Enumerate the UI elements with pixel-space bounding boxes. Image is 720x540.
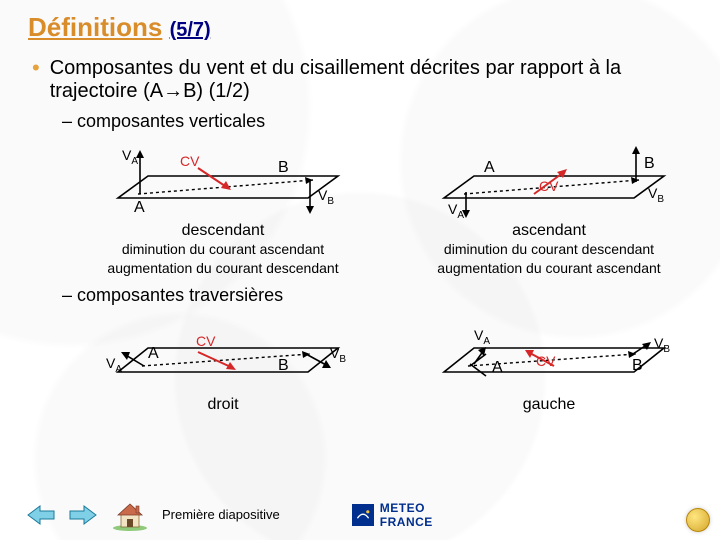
svg-text:CV: CV xyxy=(180,153,200,169)
prev-arrow-icon[interactable] xyxy=(26,504,56,526)
section-vertical-heading: composantes verticales xyxy=(62,111,692,132)
title-main: Définitions xyxy=(28,12,162,42)
subtitle-ascendant: ascendant xyxy=(404,222,694,240)
svg-text:CV: CV xyxy=(196,333,216,349)
svg-text:VB: VB xyxy=(330,345,346,365)
svg-text:B: B xyxy=(644,155,655,172)
meteo-square-icon xyxy=(352,504,374,526)
footer-home-text[interactable]: Première diapositive xyxy=(162,508,280,522)
slide-title: Définitions (5/7) xyxy=(28,12,692,43)
section-transverse-heading: composantes traversières xyxy=(62,285,692,306)
bullet-icon: • xyxy=(32,57,40,103)
svg-text:VA: VA xyxy=(448,201,464,220)
svg-text:VB: VB xyxy=(648,185,664,205)
svg-text:CV: CV xyxy=(539,178,559,194)
diagram-transverse-droit: VA A CV B VB droit xyxy=(78,310,368,414)
svg-text:A: A xyxy=(492,359,503,376)
svg-text:B: B xyxy=(278,357,289,374)
svg-text:A: A xyxy=(484,159,495,176)
corner-badge-icon xyxy=(686,508,710,532)
svg-text:VB: VB xyxy=(654,335,670,355)
svg-text:VA: VA xyxy=(474,327,490,347)
next-arrow-icon[interactable] xyxy=(68,504,98,526)
footer: Première diapositive METEOFRANCE xyxy=(0,498,720,532)
diagram-transverse-gauche: VA A CV B VB gauche xyxy=(404,310,694,414)
subtitle-gauche: gauche xyxy=(404,396,694,414)
svg-text:B: B xyxy=(278,159,289,176)
svg-text:VA: VA xyxy=(106,355,122,375)
subtitle-descendant: descendant xyxy=(78,222,368,240)
diagram-vertical-descendant: VA A CV B VB descendant diminution du co… xyxy=(78,136,368,277)
desc-descendant-2: augmentation du courant descendant xyxy=(78,260,368,278)
svg-text:VB: VB xyxy=(318,187,334,207)
title-page: (5/7) xyxy=(170,19,211,41)
level1-text: Composantes du vent et du cisaillement d… xyxy=(50,57,692,103)
meteo-france-logo: METEOFRANCE xyxy=(352,501,433,529)
desc-ascendant-1: diminution du courant descendant xyxy=(404,241,694,259)
svg-text:A: A xyxy=(148,345,159,362)
svg-text:B: B xyxy=(632,357,643,374)
svg-text:CV: CV xyxy=(536,353,556,369)
svg-text:VA: VA xyxy=(122,147,138,167)
home-icon[interactable] xyxy=(110,498,150,532)
subtitle-droit: droit xyxy=(78,396,368,414)
level1-bullet: • Composantes du vent et du cisaillement… xyxy=(32,57,692,103)
svg-text:A: A xyxy=(134,199,145,216)
diagram-vertical-ascendant: A VA CV B VB ascendant diminution du cou… xyxy=(404,136,694,277)
meteo-text: METEOFRANCE xyxy=(380,501,433,529)
desc-descendant-1: diminution du courant ascendant xyxy=(78,241,368,259)
desc-ascendant-2: augmentation du courant ascendant xyxy=(404,260,694,278)
